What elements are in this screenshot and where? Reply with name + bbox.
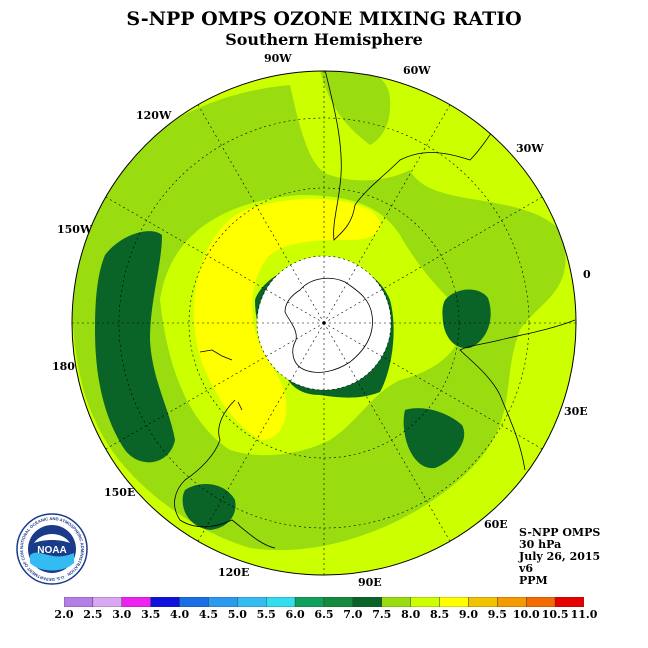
- antarctica-coastline: [284, 277, 373, 373]
- lon-label-60e: 60E: [484, 518, 508, 531]
- colorbar-cell: [266, 597, 296, 607]
- colorbar-cell: [150, 597, 180, 607]
- colorbar-cell: [208, 597, 238, 607]
- new-zealand-coastline: [199, 349, 243, 411]
- meridian-line: [197, 104, 325, 324]
- meridian-line: [323, 322, 543, 450]
- colorbar-tick-label: 3.0: [112, 608, 132, 621]
- colorbar-cell: [526, 597, 556, 607]
- logo-name: NOAA: [37, 545, 66, 556]
- colorbar-tick-label: 9.5: [487, 608, 507, 621]
- colorbar-cell: [352, 597, 382, 607]
- australia-coastline: [174, 399, 276, 549]
- lon-label-60w: 60W: [403, 64, 431, 77]
- info-instrument: S-NPP OMPS: [519, 526, 601, 539]
- colorbar-cell: [294, 597, 325, 607]
- lon-label-30w: 30W: [516, 142, 544, 155]
- colorbar-tick-label: 10.5: [541, 608, 569, 621]
- colorbar-tick-label: 2.5: [83, 608, 103, 621]
- ozone-zone-7-0-southeast: [403, 408, 465, 469]
- colorbar-cell: [179, 597, 209, 607]
- colorbar-tick-label: 4.0: [169, 608, 190, 621]
- colorbar-tick-label: 6.0: [285, 608, 305, 621]
- colorbar-tick-label: 7.5: [372, 608, 392, 621]
- meridian-line: [197, 322, 325, 542]
- colorbar-cell: [92, 597, 122, 607]
- colorbar-cell: [554, 597, 584, 607]
- lon-label-30e: 30E: [564, 405, 588, 418]
- colorbar-tick-label: 2.0: [54, 608, 74, 621]
- lon-label-0: 0: [583, 268, 591, 281]
- colorbar-tick-label: 8.0: [401, 608, 421, 621]
- colorbar-cell: [121, 597, 151, 607]
- meridian-line: [323, 104, 451, 324]
- lon-label-120w: 120W: [136, 109, 172, 122]
- map-subtitle: Southern Hemisphere: [225, 30, 423, 49]
- meridian-line: [323, 322, 451, 542]
- meridian-line: [323, 196, 543, 324]
- meridian-line: [105, 322, 325, 450]
- latitude-circle-outer: [118, 117, 530, 529]
- lon-label-90e: 90E: [358, 576, 382, 589]
- colorbar-tick-label: 5.0: [227, 608, 247, 621]
- colorbar-cell: [64, 597, 94, 607]
- info-level: 30 hPa: [519, 538, 562, 551]
- colorbar-tick-label: 10.0: [512, 608, 540, 621]
- colorbar-cell: [323, 597, 354, 607]
- ozone-zone-7-0-west: [95, 231, 175, 463]
- map-title: S-NPP OMPS OZONE MIXING RATIO: [126, 8, 522, 30]
- colorbar-cell: [237, 597, 267, 607]
- meridian-line: [105, 196, 325, 324]
- info-version: v6: [519, 562, 534, 575]
- colorbar-tick-label: 11.0: [570, 608, 598, 621]
- lon-label-150w: 150W: [57, 223, 93, 236]
- colorbar-tick-label: 8.5: [429, 608, 450, 621]
- colorbar-cell: [497, 597, 527, 607]
- lon-label-150e: 150E: [104, 486, 136, 499]
- lon-label-120e: 120E: [218, 566, 250, 579]
- ozone-zone-7-5-top: [320, 71, 391, 145]
- lon-label-90w: 90W: [264, 52, 292, 65]
- south-pole-marker: [322, 321, 326, 325]
- colorbar-cell: [381, 597, 411, 607]
- colorbar-tick-label: 4.5: [198, 608, 219, 621]
- ozone-zone-7-0-east: [442, 289, 491, 349]
- info-date: July 26, 2015: [519, 550, 601, 563]
- colorbar-cell: [468, 597, 498, 607]
- info-block: S-NPP OMPS 30 hPa July 26, 2015 v6 PPM: [519, 527, 600, 587]
- noaa-logo: NOAA NATIONAL OCEANIC AND ATMOSPHERIC AD…: [16, 513, 88, 585]
- map-border: [71, 70, 577, 576]
- africa-coastline: [459, 319, 576, 471]
- colorbar-tick-label: 7.0: [343, 608, 363, 621]
- latitude-circle-polar: [256, 255, 392, 391]
- ozone-zone-8-5: [193, 198, 381, 440]
- latitude-circle-inner: [188, 187, 460, 459]
- colorbar-cell: [410, 597, 440, 607]
- lon-label-180: 180: [52, 360, 75, 373]
- meridian-lines: [72, 71, 576, 575]
- south-america-coastline: [324, 71, 501, 241]
- colorbar-tick-label: 5.5: [256, 608, 276, 621]
- colorbar-tick-label: 6.5: [314, 608, 334, 621]
- info-units: PPM: [519, 574, 548, 587]
- colorbar-tick-label: 3.5: [141, 608, 161, 621]
- colorbar-tick-label: 9.0: [458, 608, 479, 621]
- colorbar: [64, 597, 584, 607]
- ozone-zone-7-0-south: [182, 484, 236, 530]
- colorbar-cell: [439, 597, 469, 607]
